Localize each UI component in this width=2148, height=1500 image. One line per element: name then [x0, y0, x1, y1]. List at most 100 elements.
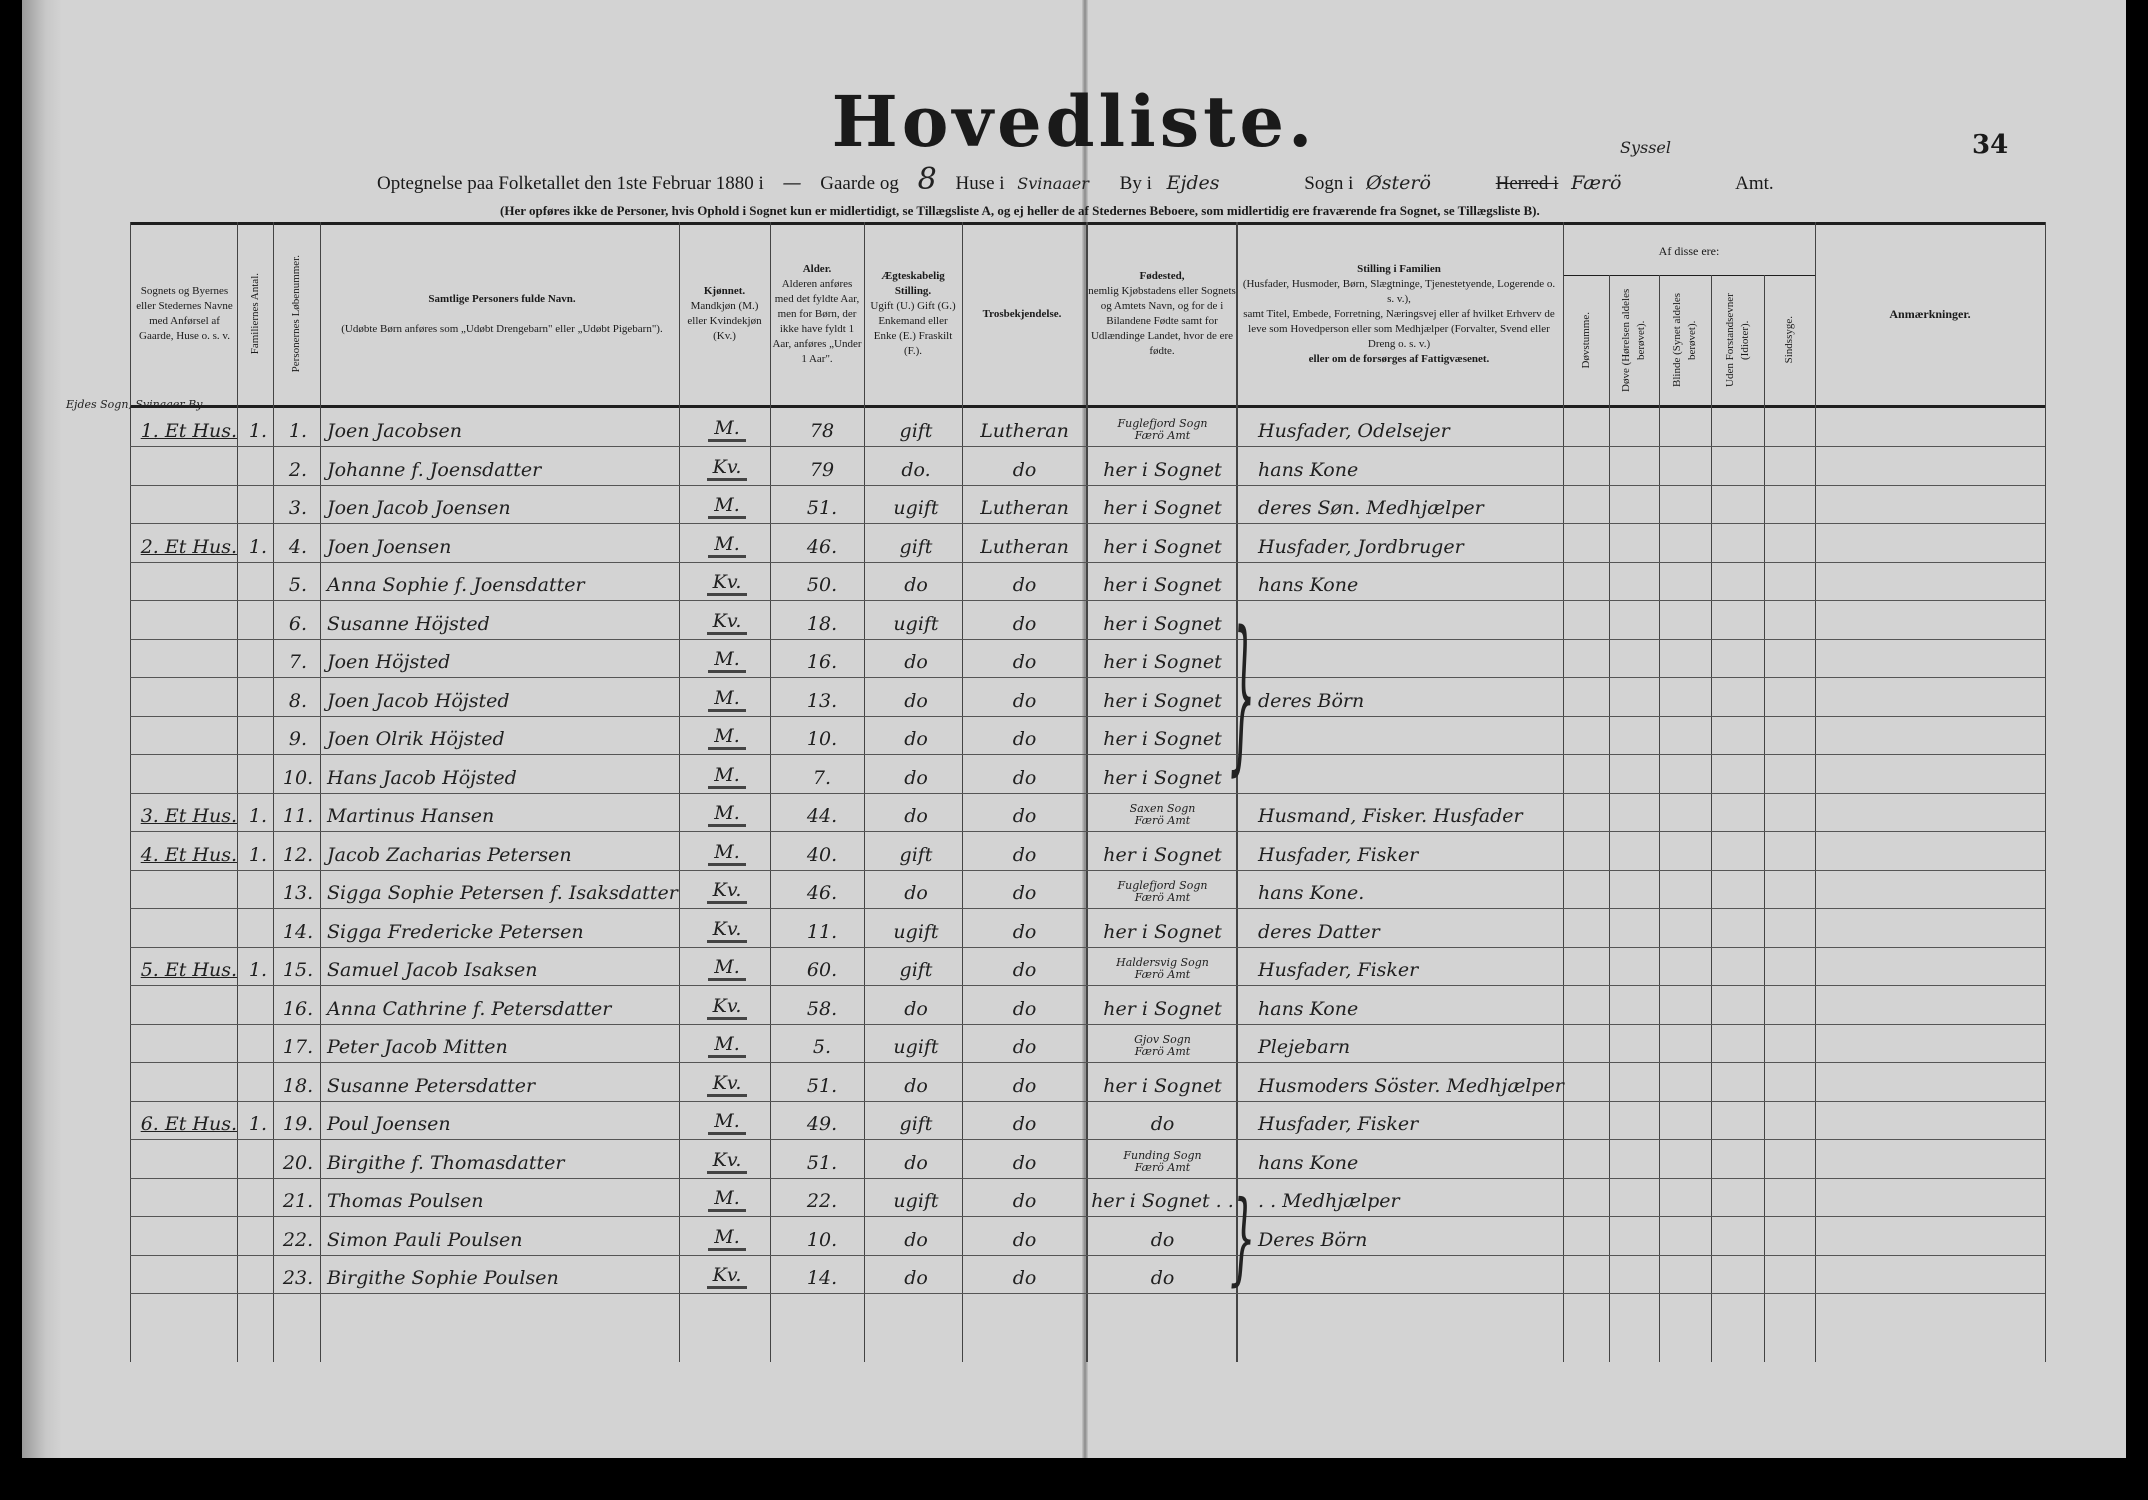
number-cell: 19.	[282, 1113, 314, 1135]
table-row: 9. Joen Olrik Höjsted M. 10. do do her i Sogne…	[130, 716, 2045, 755]
name-cell: Joen Olrik Höjsted	[327, 728, 505, 750]
sex-cell: Kv.	[687, 870, 767, 908]
column-rule	[1236, 222, 1238, 1362]
column-rule	[1563, 222, 1564, 1362]
place-cell: 5. Et Hus.	[140, 959, 237, 981]
header-position: Stilling i Familien (Husfader, Husmoder,…	[1238, 228, 1560, 400]
brace-children-2: }	[1230, 1182, 1256, 1297]
birthplace-cell: her i Sognet	[1103, 497, 1222, 519]
sex-value: M.	[708, 1226, 746, 1251]
census-page: Hovedliste. 34 Optegnelse paa Folketalle…	[22, 0, 2126, 1458]
age-cell: 46.	[806, 535, 838, 558]
birthplace-cell: her i Sognet	[1103, 458, 1222, 481]
age-cell: 11.	[806, 920, 838, 943]
header-position-note-1: (Husfader, Husmoder, Børn, Slægtninge, T…	[1242, 277, 1556, 305]
table-row: 3. Et Hus. 1. 11. Martinus Hansen M. 44. do do S…	[130, 793, 2045, 832]
column-rule	[1815, 222, 1816, 1362]
brace-children-1: }	[1230, 600, 1256, 794]
number-cell: 11.	[282, 805, 314, 827]
header-age-title: Alder.	[802, 262, 832, 275]
position-cell: hans Kone	[1258, 997, 1359, 1020]
birthplace-line: Fuglefjord Sogn	[1117, 417, 1208, 430]
marital-cell: do	[904, 574, 928, 596]
header-birthplace-note: nemlig Kjøbstadens eller Sognets og Amte…	[1088, 285, 1236, 357]
religion-cell: do	[1012, 843, 1037, 866]
place-cell: 1. Et Hus.	[140, 420, 237, 442]
number-cell: 18.	[282, 1074, 314, 1097]
religion-cell: do	[1012, 1113, 1037, 1135]
header-birthplace-title: Fødested,	[1139, 270, 1185, 282]
place-cell: 2. Et Hus.	[140, 535, 237, 558]
sex-value: Kv.	[706, 1264, 748, 1289]
sex-value: Kv.	[706, 995, 748, 1020]
name-cell: Anna Cathrine f. Petersdatter	[327, 997, 612, 1020]
age-cell: 79	[809, 458, 835, 481]
sex-cell: M.	[687, 408, 767, 446]
age-cell: 14.	[806, 1267, 838, 1289]
position-cell: deres Søn. Medhjælper	[1258, 497, 1484, 519]
place-cell	[132, 755, 237, 793]
number-cell: 13.	[282, 882, 314, 904]
families-cell	[244, 1217, 272, 1255]
position-cell: Husfader, Odelsejer	[1258, 420, 1450, 442]
intro-text-1: Optegnelse paa Folketallet den 1ste Febr…	[377, 173, 764, 194]
table-row: 23. Birgithe Sophie Poulsen Kv. 14. do do do	[130, 1255, 2045, 1294]
age-cell: 58.	[806, 997, 838, 1020]
sex-value: M.	[708, 687, 746, 712]
column-rule	[130, 222, 131, 1362]
table-row: 8. Joen Jacob Höjsted M. 13. do do her i Sogne…	[130, 678, 2045, 717]
place-cell	[132, 562, 237, 600]
marital-cell: do	[904, 805, 928, 827]
huse-value: 8	[917, 162, 937, 197]
name-cell: Joen Jacob Höjsted	[327, 689, 510, 712]
intro-text-5: Sogn i	[1304, 173, 1354, 194]
birthplace-line: Færö Amt	[1134, 1160, 1191, 1174]
marital-cell: do	[904, 1228, 928, 1251]
families-cell	[244, 909, 272, 947]
birthplace-cell: her i Sognet	[1103, 574, 1222, 596]
name-cell: Birgithe Sophie Poulsen	[327, 1267, 559, 1289]
header-blind-text: Blinde (Synet aldeles berøvet).	[1671, 292, 1698, 388]
position-cell: Husfader, Fisker	[1258, 959, 1419, 981]
header-position-title: Stilling i Familien	[1357, 262, 1441, 275]
name-cell: Hans Jacob Höjsted	[327, 766, 517, 789]
marital-cell: do	[904, 1151, 928, 1174]
header-age: Alder. Alderen anføres med det fyldte Aa…	[772, 228, 862, 400]
table-row: 7. Joen Höjsted M. 16. do do her i Sognet	[130, 639, 2045, 678]
religion-cell: do	[1012, 1074, 1037, 1097]
position-cell	[1244, 1255, 1562, 1293]
birthplace-cell: her i Sognet	[1103, 535, 1222, 558]
position-cell: hans Kone.	[1258, 882, 1365, 904]
position-cell: deres Datter	[1258, 920, 1380, 943]
intro-line: Optegnelse paa Folketallet den 1ste Febr…	[377, 162, 1774, 197]
column-rule	[273, 222, 274, 1362]
age-cell: 18.	[806, 612, 838, 635]
header-marital: Ægteskabelig Stilling. Ugift (U.) Gift (…	[867, 228, 959, 400]
age-cell: 51.	[806, 1074, 838, 1097]
marital-cell: do	[904, 651, 928, 673]
sex-value: M.	[708, 1033, 746, 1058]
birthplace-cell: do	[1150, 1228, 1175, 1251]
sex-cell: Kv.	[687, 1255, 767, 1293]
age-cell: 10.	[806, 728, 838, 750]
sex-cell: M.	[687, 832, 767, 870]
table-row: 6. Susanne Höjsted Kv. 18. ugift do her i Sogn…	[130, 601, 2045, 640]
table-row: 17. Peter Jacob Mitten M. 5. ugift do Gjov Sog…	[130, 1024, 2045, 1063]
birthplace-cell: her i Sognet	[1103, 766, 1222, 789]
header-sex-title: Kjønnet.	[703, 285, 746, 297]
sogn-value: Ejdes	[1166, 172, 1220, 194]
birthplace-cell: her i Sognet	[1103, 612, 1222, 635]
name-cell: Joen Joensen	[327, 535, 452, 558]
birthplace-cell: her i Sognet	[1103, 1074, 1222, 1097]
number-cell: 1.	[288, 420, 308, 442]
place-cell	[132, 1217, 237, 1255]
marital-cell: ugift	[893, 497, 939, 519]
table-row: 16. Anna Cathrine f. Petersdatter Kv. 58. do…	[130, 986, 2045, 1025]
sex-value: M.	[708, 1110, 746, 1135]
herred-value: Østerö	[1366, 172, 1431, 194]
sex-cell: M.	[687, 524, 767, 562]
header-position-note-2: samt Titel, Embede, Forretning, Næringsv…	[1243, 307, 1555, 350]
age-cell: 40.	[806, 843, 838, 866]
sex-value: Kv.	[706, 610, 748, 635]
header-insane: Sindssyge.	[1764, 278, 1815, 402]
